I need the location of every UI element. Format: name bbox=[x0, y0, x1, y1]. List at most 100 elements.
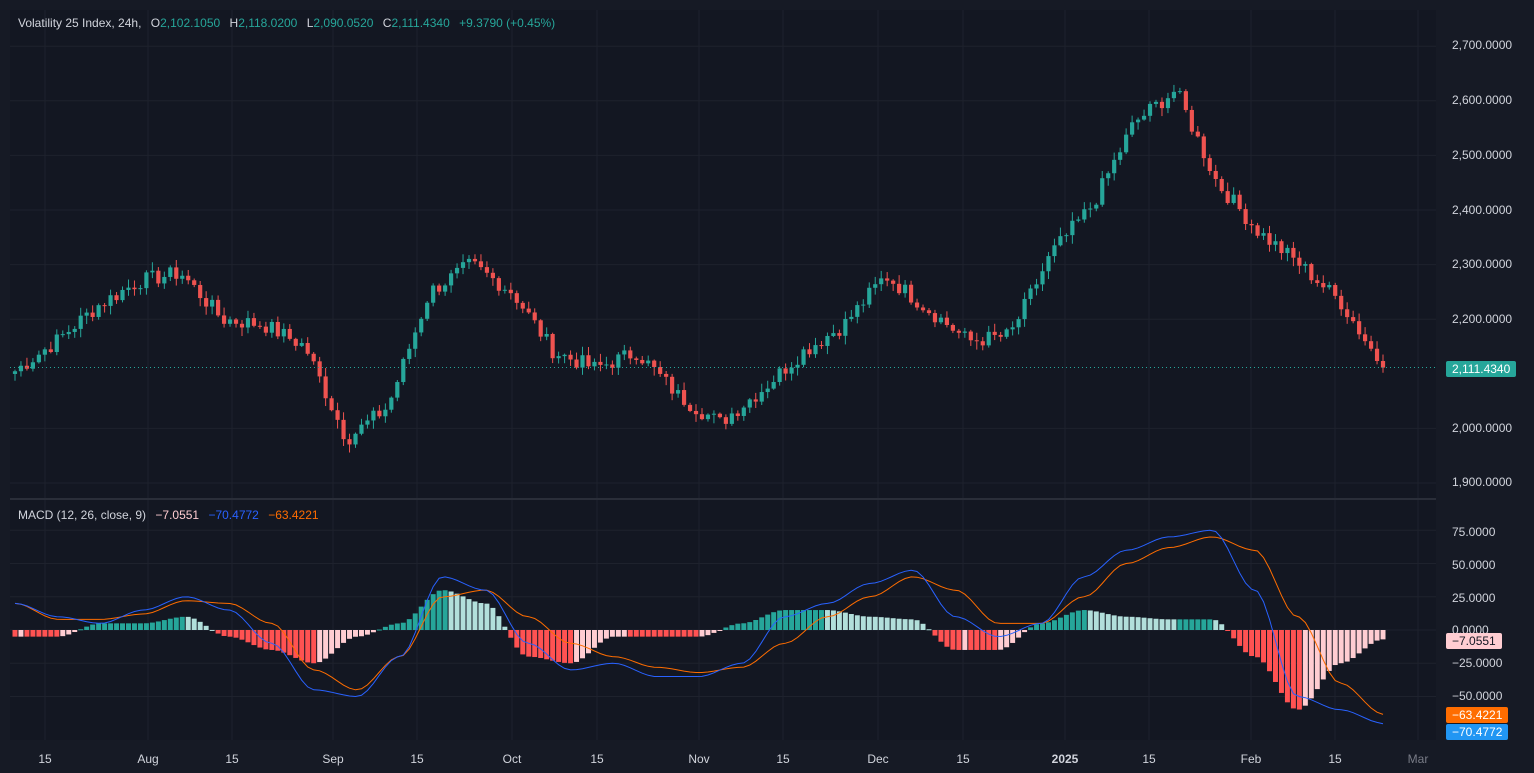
histogram-bar bbox=[693, 630, 699, 637]
histogram-bar bbox=[585, 630, 591, 654]
candle-body bbox=[287, 328, 292, 339]
histogram-bar bbox=[84, 626, 90, 630]
candle-body bbox=[1279, 241, 1284, 254]
histogram-bar bbox=[120, 623, 126, 630]
histogram-bar bbox=[986, 630, 992, 650]
candle-body bbox=[317, 361, 322, 377]
histogram-bar bbox=[1081, 610, 1087, 630]
histogram-bar bbox=[1368, 630, 1374, 644]
macd-legend-macd: −70.4772 bbox=[208, 508, 259, 522]
histogram-bar bbox=[1350, 630, 1356, 659]
histogram-bar bbox=[860, 616, 866, 630]
time-tick: 15 bbox=[776, 752, 790, 766]
candle-body bbox=[568, 354, 573, 360]
candle-body bbox=[210, 299, 215, 307]
histogram-bar bbox=[550, 630, 556, 661]
candle-body bbox=[795, 364, 800, 368]
histogram-bar bbox=[801, 610, 807, 630]
price-tick: 2,200.0000 bbox=[1452, 312, 1513, 326]
candle-body bbox=[1058, 236, 1063, 246]
candle-body bbox=[664, 373, 669, 377]
candle-body bbox=[168, 267, 173, 277]
candle-body bbox=[383, 409, 388, 417]
candle-body bbox=[466, 258, 472, 263]
histogram-bar bbox=[275, 630, 281, 651]
candle-body bbox=[48, 349, 53, 353]
histogram-bar bbox=[90, 624, 96, 630]
histogram-bar bbox=[311, 630, 317, 664]
histogram-bar bbox=[209, 629, 215, 631]
histogram-bar bbox=[1016, 630, 1022, 638]
histogram-bar bbox=[185, 616, 191, 630]
candle-body bbox=[437, 285, 442, 292]
histogram-bar bbox=[454, 593, 460, 630]
candle-body bbox=[598, 361, 603, 365]
signal-badge: −63.4221 bbox=[1446, 707, 1509, 723]
candle-body bbox=[1345, 309, 1350, 318]
candle-body bbox=[849, 316, 854, 319]
candle-body bbox=[126, 287, 131, 290]
time-tick: Dec bbox=[867, 752, 889, 766]
candle-body bbox=[1303, 264, 1308, 266]
histogram-bar bbox=[406, 619, 412, 630]
candle-body bbox=[729, 413, 734, 424]
time-tick: Sep bbox=[322, 752, 344, 766]
histogram-bar bbox=[293, 630, 299, 658]
candle-body bbox=[371, 410, 376, 421]
histogram-bar bbox=[962, 630, 968, 650]
candle-body bbox=[950, 325, 955, 331]
histogram-bar bbox=[161, 620, 167, 630]
histogram-bar bbox=[72, 630, 78, 633]
histogram-bar bbox=[1004, 630, 1010, 648]
candle-body bbox=[1363, 334, 1368, 342]
candle-body bbox=[1374, 348, 1380, 362]
histogram-bar bbox=[532, 630, 538, 658]
candle-body bbox=[926, 310, 932, 314]
histogram-bar bbox=[574, 630, 580, 662]
candle-body bbox=[245, 318, 251, 328]
candle-body bbox=[1100, 178, 1105, 205]
candle-body bbox=[837, 333, 842, 336]
histogram-bar bbox=[370, 630, 376, 633]
candle-body bbox=[269, 321, 274, 333]
histogram-bar bbox=[358, 630, 364, 637]
histogram-bar bbox=[1135, 617, 1141, 630]
candle-body bbox=[610, 364, 615, 368]
candle-body bbox=[1321, 283, 1326, 288]
candle-body bbox=[1309, 264, 1314, 281]
histogram-bar bbox=[562, 630, 568, 663]
candle-body bbox=[54, 334, 59, 353]
histogram-bar bbox=[956, 630, 962, 650]
histogram-bar bbox=[1099, 612, 1105, 630]
candle-body bbox=[681, 390, 687, 405]
candle-body bbox=[120, 289, 125, 301]
histogram-bar bbox=[741, 623, 747, 630]
histogram-bar bbox=[96, 623, 102, 630]
histogram-bar bbox=[394, 623, 400, 630]
histogram-bar bbox=[789, 610, 795, 630]
histogram-bar bbox=[12, 630, 18, 637]
histogram-bar bbox=[131, 623, 137, 630]
histogram-bar bbox=[908, 619, 914, 630]
histogram-bar bbox=[1290, 630, 1296, 709]
candle-body bbox=[227, 319, 233, 324]
candle-body bbox=[1213, 170, 1218, 180]
histogram-bar bbox=[878, 617, 884, 630]
histogram-bar bbox=[926, 629, 932, 631]
histogram-bar bbox=[615, 630, 621, 637]
histogram-bar bbox=[1219, 624, 1225, 630]
candle-body bbox=[1285, 247, 1290, 254]
macd-legend: MACD (12, 26, close, 9) −7.0551 −70.4772… bbox=[18, 508, 325, 522]
candle-body bbox=[861, 304, 866, 306]
histogram-bar bbox=[1267, 630, 1272, 672]
time-tick: 15 bbox=[225, 752, 239, 766]
legend-open: 2,102.1050 bbox=[160, 16, 221, 30]
candle-body bbox=[1273, 241, 1278, 245]
histogram-bar bbox=[866, 616, 872, 630]
candle-body bbox=[1339, 295, 1344, 310]
histogram-bar bbox=[341, 630, 347, 643]
histogram-bar bbox=[884, 617, 890, 630]
histogram-bar bbox=[765, 614, 771, 630]
candle-body bbox=[562, 354, 567, 357]
